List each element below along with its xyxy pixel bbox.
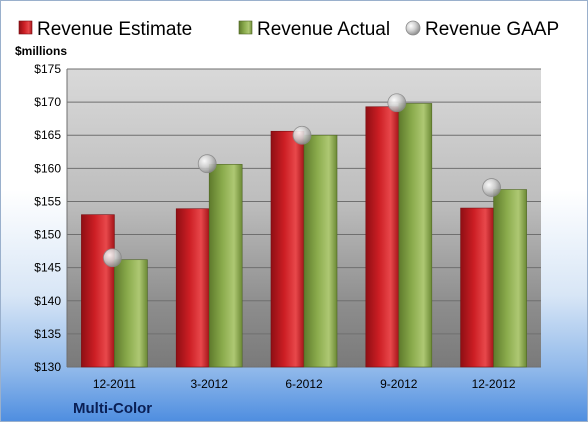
bar-revenue-actual	[208, 164, 243, 368]
legend-swatch-revenue-gaap	[405, 20, 421, 36]
bar-revenue-estimate	[460, 207, 494, 368]
company-label: Multi-Color	[73, 400, 152, 417]
point-revenue-gaap	[197, 154, 217, 174]
x-tick-label: 3-2012	[191, 377, 229, 391]
y-tick-label: $155	[34, 194, 61, 208]
bar-revenue-estimate	[270, 130, 305, 368]
y-tick-label: $175	[34, 62, 61, 76]
bar-revenue-estimate	[81, 214, 115, 368]
y-tick-label: $135	[34, 327, 61, 341]
legend-label-revenue-gaap: Revenue GAAP	[425, 19, 559, 40]
y-tick-label: $160	[34, 161, 61, 175]
point-revenue-gaap	[103, 248, 122, 268]
y-axis-label: $millions	[15, 44, 67, 58]
point-revenue-gaap	[482, 178, 502, 197]
y-tick-label: $130	[34, 360, 61, 374]
bar-revenue-actual	[303, 134, 338, 368]
legend-swatch-revenue-actual	[238, 20, 253, 35]
y-tick-label: $165	[34, 128, 61, 142]
x-tick-label: 9-2012	[380, 377, 418, 391]
bar-revenue-estimate	[365, 106, 400, 368]
point-revenue-gaap	[387, 93, 407, 113]
legend-swatch-revenue-estimate	[18, 20, 33, 35]
y-tick-label: $140	[34, 294, 61, 308]
bar-revenue-estimate	[175, 208, 210, 368]
y-tick-label: $150	[34, 228, 61, 242]
bar-revenue-actual	[114, 259, 148, 368]
x-tick-label: 12-2012	[472, 377, 516, 391]
y-tick-label: $170	[34, 95, 61, 109]
bar-revenue-actual	[493, 189, 527, 368]
legend-label-revenue-estimate: Revenue Estimate	[37, 19, 192, 40]
legend-label-revenue-actual: Revenue Actual	[257, 19, 390, 40]
x-tick-label: 12-2011	[93, 377, 136, 391]
bar-revenue-actual	[398, 103, 433, 368]
point-revenue-gaap	[292, 125, 312, 145]
y-tick-label: $145	[34, 261, 61, 275]
x-tick-label: 6-2012	[285, 377, 323, 391]
